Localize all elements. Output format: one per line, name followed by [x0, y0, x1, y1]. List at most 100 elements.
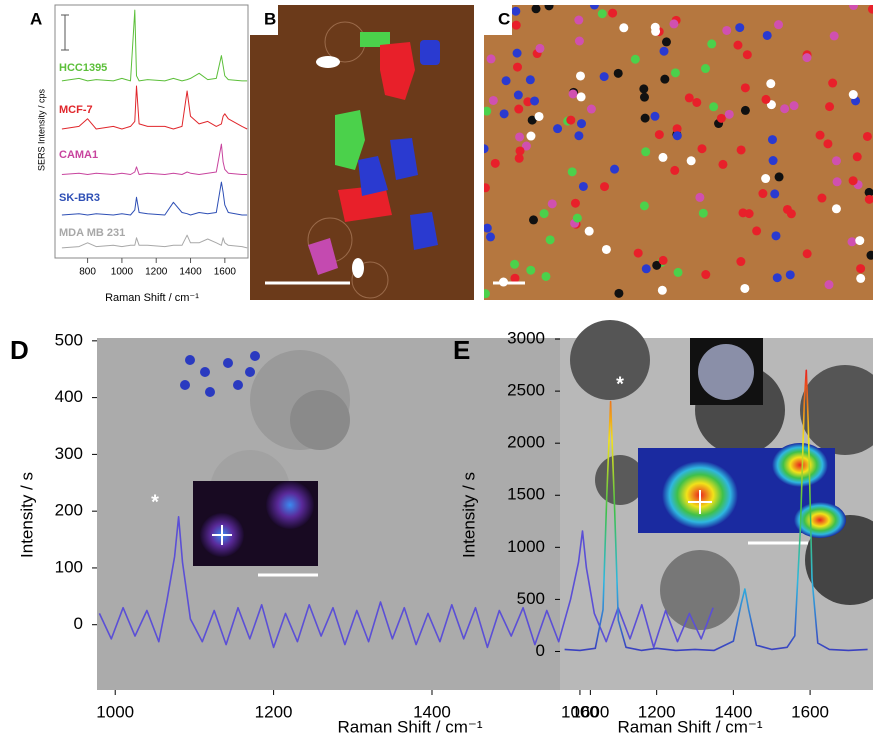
cell-dot	[752, 226, 761, 235]
cell-dot	[571, 199, 580, 208]
cell-dot	[673, 131, 682, 140]
cell-dot	[687, 156, 696, 165]
cell-dot	[699, 209, 708, 218]
x-tick-label: 1000	[96, 702, 134, 721]
cell-dot	[824, 280, 833, 289]
cell-dot	[660, 75, 669, 84]
cell-dot	[598, 9, 607, 18]
cell-dot	[487, 54, 496, 63]
cell-dot	[619, 23, 628, 32]
cell-dot	[577, 119, 586, 128]
cell-dot	[733, 41, 742, 50]
cell-dot	[774, 20, 783, 29]
cell-dot	[770, 189, 779, 198]
cell-dot	[735, 23, 744, 32]
cell-dot	[480, 144, 489, 153]
cell-dot	[486, 232, 495, 241]
cell-dot	[849, 1, 858, 10]
cell-dot	[651, 23, 660, 32]
cell-dot	[510, 274, 519, 283]
y-axis-label: Intensity / s	[459, 472, 478, 558]
cell-dot	[641, 147, 650, 156]
cell-dot	[513, 63, 522, 72]
cell-dot	[832, 156, 841, 165]
cell-dot	[725, 110, 734, 119]
cell-dot	[553, 124, 562, 133]
x-tick-label: 1000	[111, 267, 134, 278]
cell-dot	[856, 274, 865, 283]
cell-dot	[575, 37, 584, 46]
cell-dot	[608, 9, 617, 18]
x-tick-label: 1200	[145, 267, 168, 278]
cell-dot	[482, 107, 491, 116]
plot-frame	[55, 5, 248, 258]
cell-dot	[530, 96, 539, 105]
x-axis-label: Raman Shift / cm⁻¹	[105, 292, 199, 304]
cell-dot	[816, 131, 825, 140]
cell-dot	[545, 1, 554, 10]
cell-dot	[614, 289, 623, 298]
cell-dot	[768, 135, 777, 144]
cell-dot	[783, 205, 792, 214]
cell-dot	[786, 270, 795, 279]
y-tick-label: 100	[55, 557, 83, 576]
cell-dot	[743, 50, 752, 59]
y-tick-label: 500	[517, 589, 545, 608]
figure: A8001000120014001600Raman Shift / cm⁻¹SE…	[0, 0, 873, 737]
cell-dot	[849, 90, 858, 99]
y-axis-label: SERS Intensity / cps	[36, 88, 46, 171]
cell-dot	[741, 83, 750, 92]
annotation: *	[616, 373, 624, 395]
cell-dot	[701, 270, 710, 279]
cell-dot	[614, 69, 623, 78]
cell-dot	[802, 53, 811, 62]
cell-dot	[863, 132, 872, 141]
x-axis-label: Raman Shift / cm⁻¹	[617, 717, 762, 736]
cell-dot	[610, 165, 619, 174]
y-tick-label: 1500	[507, 485, 545, 504]
cell-dot	[717, 114, 726, 123]
cell-dot	[590, 1, 599, 10]
cell-dot	[529, 215, 538, 224]
cell-dot	[650, 112, 659, 121]
cell-dot	[516, 146, 525, 155]
cell-dot	[695, 193, 704, 202]
cell-dot	[670, 166, 679, 175]
y-tick-label: 200	[55, 501, 83, 520]
cell-dot	[758, 189, 767, 198]
cell-dot	[761, 174, 770, 183]
cell-dot	[483, 224, 492, 233]
x-tick-label: 1200	[255, 702, 293, 721]
cell-dot	[640, 93, 649, 102]
cell-dot	[579, 182, 588, 191]
panel-label: C	[498, 9, 510, 28]
cell-dot	[853, 152, 862, 161]
cell-dot	[825, 102, 834, 111]
cell-dot	[718, 160, 727, 169]
cell-dot	[660, 47, 669, 56]
cell-dot	[535, 44, 544, 53]
cell-dot	[741, 106, 750, 115]
y-tick-label: 400	[55, 387, 83, 406]
cell-dot	[737, 145, 746, 154]
y-tick-label: 0	[536, 641, 545, 660]
cell-dot	[817, 194, 826, 203]
cell-dot	[780, 104, 789, 113]
cell-dot	[833, 177, 842, 186]
y-axis-label: Intensity / s	[17, 472, 36, 558]
y-tick-label: 2500	[507, 381, 545, 400]
cell-dot	[574, 16, 583, 25]
cell-dot	[513, 49, 522, 58]
cell-dot	[685, 93, 694, 102]
cell-dot	[631, 55, 640, 64]
cell-dot	[740, 284, 749, 293]
cell-dot	[548, 199, 557, 208]
cell-dot	[662, 37, 671, 46]
cell-dot	[847, 237, 856, 246]
cell-dot	[526, 75, 535, 84]
cell-dot	[512, 21, 521, 30]
cell-dot	[671, 68, 680, 77]
cell-dot	[585, 227, 594, 236]
cell-dot	[540, 209, 549, 218]
cell-dot	[526, 132, 535, 141]
